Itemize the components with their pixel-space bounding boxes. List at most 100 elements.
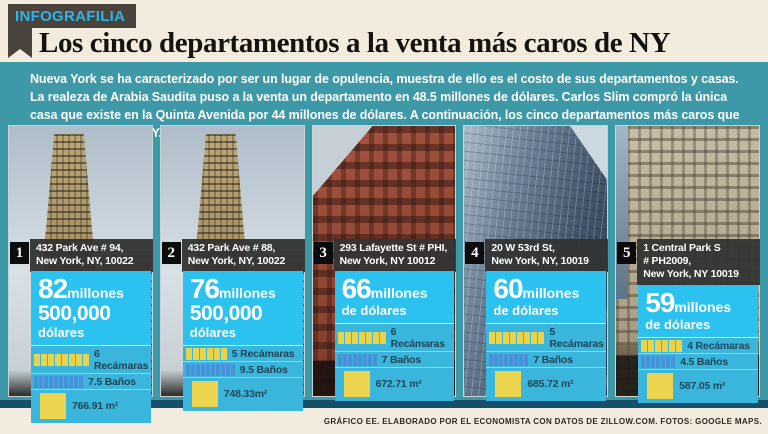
area-square-icon <box>495 371 522 398</box>
bedroom-bars-icon <box>185 348 228 361</box>
address-line1: 20 W 53rd St, <box>491 242 555 254</box>
info-box: 76millones 500,000 dólares 5 Recámaras 9… <box>182 271 303 412</box>
bathrooms-row: 9.5 Baños <box>182 361 303 377</box>
area-square-icon <box>40 393 66 420</box>
area-row: 685.72 m² <box>486 367 607 401</box>
bedroom-bars-icon <box>641 340 683 353</box>
bedrooms-row: 5 Recámaras <box>183 346 303 361</box>
price-sub: dólares <box>38 324 85 340</box>
area-row: 766.91 m² <box>31 389 151 423</box>
bedrooms-row: 6 Recámaras <box>31 346 151 373</box>
bathrooms-label: 7 Baños <box>381 354 422 367</box>
price-unit: millones <box>218 285 276 301</box>
price-mid: 500,000 <box>189 301 263 325</box>
price-top: 59millones <box>645 287 751 318</box>
address: 432 Park Ave # 94, New York, NY, 10022 <box>30 239 153 273</box>
rank-badge: 4 <box>465 242 485 264</box>
area-label: 672.71 m² <box>375 378 422 391</box>
page-title: Los cinco departamentos a la venta más c… <box>39 27 671 59</box>
info-box: 59millones de dólares 4 Recámaras 4.5 Ba… <box>638 285 758 404</box>
area-row: 587.05 m² <box>638 369 758 403</box>
credit-text: GRÁFICO EE. ELABORADO POR EL ECONOMISTA … <box>323 416 762 426</box>
bedrooms-row: 4 Recámaras <box>638 338 758 353</box>
address-line1: 293 Lafayette St # PHI, <box>339 242 448 254</box>
address-line1: 1 Central Park S <box>643 242 721 254</box>
address: 432 Park Ave # 88, New York, NY, 10022 <box>181 239 305 273</box>
price-box: 82millones 500,000 dólares <box>31 271 151 346</box>
bedroom-bars-icon <box>34 354 90 367</box>
details-box: 4 Recámaras 4.5 Baños 587.05 m² <box>638 337 758 404</box>
area-label: 748.33m² <box>223 388 268 401</box>
banner-label: INFOGRAFILIA <box>15 7 126 25</box>
bedrooms-row: 5 Recámaras <box>486 324 606 351</box>
area-square-icon <box>343 371 370 398</box>
address-line2: New York, NY, 10022 <box>187 255 286 268</box>
price-top: 60millones <box>493 273 599 304</box>
price-top: 66millones <box>342 275 448 303</box>
address-line2: New York, NY 10012 <box>339 255 436 268</box>
price-amount: 59 <box>645 287 675 318</box>
info-box: 82millones 500,000 dólares 6 Recámaras 7… <box>31 271 151 424</box>
bedroom-bars-icon <box>337 332 387 345</box>
bathroom-bars-icon <box>641 356 676 369</box>
info-box: 60millones de dólares 5 Recámaras 7 Baño… <box>486 271 607 402</box>
address: 1 Central Park S # PH2009, New York, NY … <box>637 239 760 286</box>
bathrooms-label: 4.5 Baños <box>680 356 728 369</box>
bathrooms-row: 7 Baños <box>334 351 455 367</box>
bathrooms-row: 4.5 Baños <box>638 353 758 369</box>
price-top: 82millones <box>38 273 144 304</box>
area-row: 672.71 m² <box>334 367 455 401</box>
area-label: 766.91 m² <box>72 400 119 413</box>
address-line1: 432 Park Ave # 94, <box>36 242 124 254</box>
listing-card-1: 1 432 Park Ave # 94, New York, NY, 10022… <box>8 125 153 424</box>
infografilia-banner: INFOGRAFILIA <box>8 4 136 28</box>
price-mid: 500,000 <box>38 301 111 325</box>
bathroom-bars-icon <box>337 354 378 367</box>
price-box: 76millones 500,000 dólares <box>182 271 303 346</box>
listings-row: 1 432 Park Ave # 94, New York, NY, 10022… <box>8 125 760 424</box>
rank-badge: 5 <box>617 242 637 264</box>
area-square-icon <box>647 373 674 400</box>
address-line2: New York, NY, 10022 <box>36 255 134 268</box>
bathrooms-label: 7.5 Baños <box>88 376 136 389</box>
infographic-body: Nueva York se ha caracterizado por ser u… <box>0 62 768 424</box>
bathrooms-row: 7 Baños <box>486 351 607 367</box>
listing-card-2: 2 432 Park Ave # 88, New York, NY, 10022… <box>159 125 305 412</box>
address-line2: New York, NY, 10019 <box>491 255 589 268</box>
price-unit: millones <box>370 285 428 301</box>
price-amount: 76 <box>189 273 220 304</box>
listing-card-4: 4 20 W 53rd St, New York, NY, 10019 60mi… <box>463 125 609 402</box>
rank-badge: 3 <box>313 242 333 264</box>
price-top: 76millones <box>189 273 296 304</box>
address: 293 Lafayette St # PHI, New York, NY 100… <box>333 239 457 273</box>
address-line1: 432 Park Ave # 88, <box>187 242 276 254</box>
price-unit: millones <box>67 285 124 301</box>
bedrooms-label: 5 Recámaras <box>231 348 295 361</box>
bathrooms-label: 9.5 Baños <box>239 364 288 377</box>
bathrooms-label: 7 Baños <box>533 354 573 367</box>
details-box: 5 Recámaras 9.5 Baños 748.33m² <box>182 345 303 412</box>
details-box: 6 Recámaras 7.5 Baños 766.91 m² <box>31 345 151 424</box>
address-line3: New York, NY 10019 <box>643 268 739 281</box>
address: 20 W 53rd St, New York, NY, 10019 <box>485 239 609 273</box>
area-square-icon <box>191 381 218 408</box>
ribbon-tail <box>8 28 32 58</box>
rank-badge: 2 <box>161 242 181 264</box>
bathroom-bars-icon <box>489 354 529 367</box>
price-box: 60millones de dólares <box>486 271 607 324</box>
rank-badge: 1 <box>10 242 29 264</box>
bedrooms-label: 5 Recámaras <box>549 326 604 351</box>
price-amount: 82 <box>38 273 68 304</box>
price-sub: de dólares <box>341 302 407 318</box>
bedrooms-label: 6 Recámaras <box>94 348 149 373</box>
price-box: 66millones de dólares <box>334 271 455 324</box>
price-amount: 60 <box>493 273 523 304</box>
bedrooms-label: 6 Recámaras <box>390 326 445 351</box>
price-unit: millones <box>674 299 732 315</box>
header: INFOGRAFILIA Los cinco departamentos a l… <box>0 0 768 62</box>
listing-card-5: 5 1 Central Park S # PH2009, New York, N… <box>615 125 760 404</box>
price-sub: de dólares <box>493 302 559 318</box>
bedrooms-label: 4 Recámaras <box>687 340 750 353</box>
price-unit: millones <box>522 285 580 301</box>
price-box: 59millones de dólares <box>638 285 758 338</box>
